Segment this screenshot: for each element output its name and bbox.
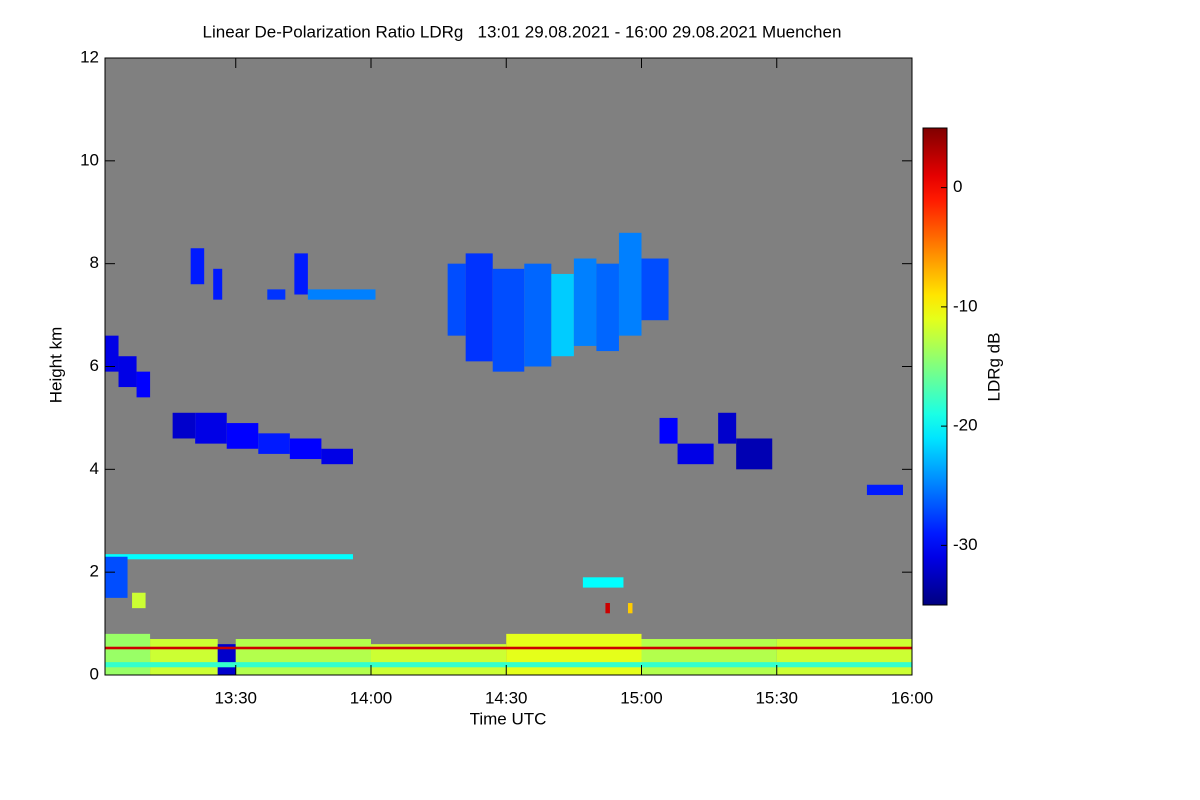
heat-cell [627,603,633,614]
heat-cell [641,639,777,675]
heat-cell [582,577,624,588]
y-axis-label: Height km [46,327,65,404]
heat-cell [596,263,619,352]
y-tick-label: 10 [80,150,99,169]
heat-cell [524,263,552,367]
x-tick-label: 15:30 [755,688,798,707]
y-tick-label: 8 [90,253,99,272]
heat-cell [641,258,669,321]
heat-cell [150,639,218,675]
cells [105,232,912,675]
heat-cell [776,639,912,675]
heat-cell [105,646,912,650]
heat-cell [659,417,678,444]
heat-cell [321,448,353,465]
heat-cell [190,248,205,285]
heat-cell [465,253,493,362]
x-tick-label: 13:30 [214,688,257,707]
heat-cell [195,412,227,444]
heat-cell [105,662,912,668]
colorbar [922,127,948,606]
heat-cell [213,268,223,300]
heat-cell [736,438,773,470]
x-tick-label: 14:00 [350,688,393,707]
heat-cell [105,554,353,560]
heat-cell [136,371,151,398]
heat-cell [551,273,574,357]
heat-cell [718,412,737,444]
colorbar-tick-label: 0 [953,177,962,196]
colorbar-label: LDRg dB [984,333,1003,402]
heat-cell [492,268,525,372]
x-tick-label: 14:30 [485,688,528,707]
colorbar-tick-label: -30 [953,535,978,554]
x-tick-label: 15:00 [620,688,663,707]
y-tick-label: 6 [90,356,99,375]
heat-cell [105,633,151,675]
heat-cell [605,603,610,614]
y-tick-label: 2 [90,562,99,581]
heat-cell [866,484,903,496]
heat-cell [118,356,137,388]
heat-cell [307,289,376,300]
y-tick-label: 4 [90,459,99,478]
heat-cell [105,335,119,372]
heat-cell [258,433,290,454]
chart-title: Linear De-Polarization Ratio LDRg 13:01 … [203,22,842,41]
heat-cell [447,263,466,336]
heat-cell [677,443,714,465]
heat-cell [618,232,642,336]
heat-cell [226,423,259,449]
heat-cell [267,289,286,300]
heat-cell [132,592,146,609]
colorbar-tick-label: -10 [953,296,978,315]
x-axis-label: Time UTC [470,709,547,728]
x-tick-label: 16:00 [891,688,934,707]
y-tick-label: 12 [80,47,99,66]
heat-cell [235,639,371,675]
y-tick-label: 0 [90,664,99,683]
heat-cell [172,412,196,439]
heat-cell [294,253,308,295]
heat-cell [105,556,128,598]
colorbar-tick-label: -20 [953,416,978,435]
heat-cell [573,258,597,346]
heat-cell [506,633,642,675]
heat-cell [289,438,322,460]
